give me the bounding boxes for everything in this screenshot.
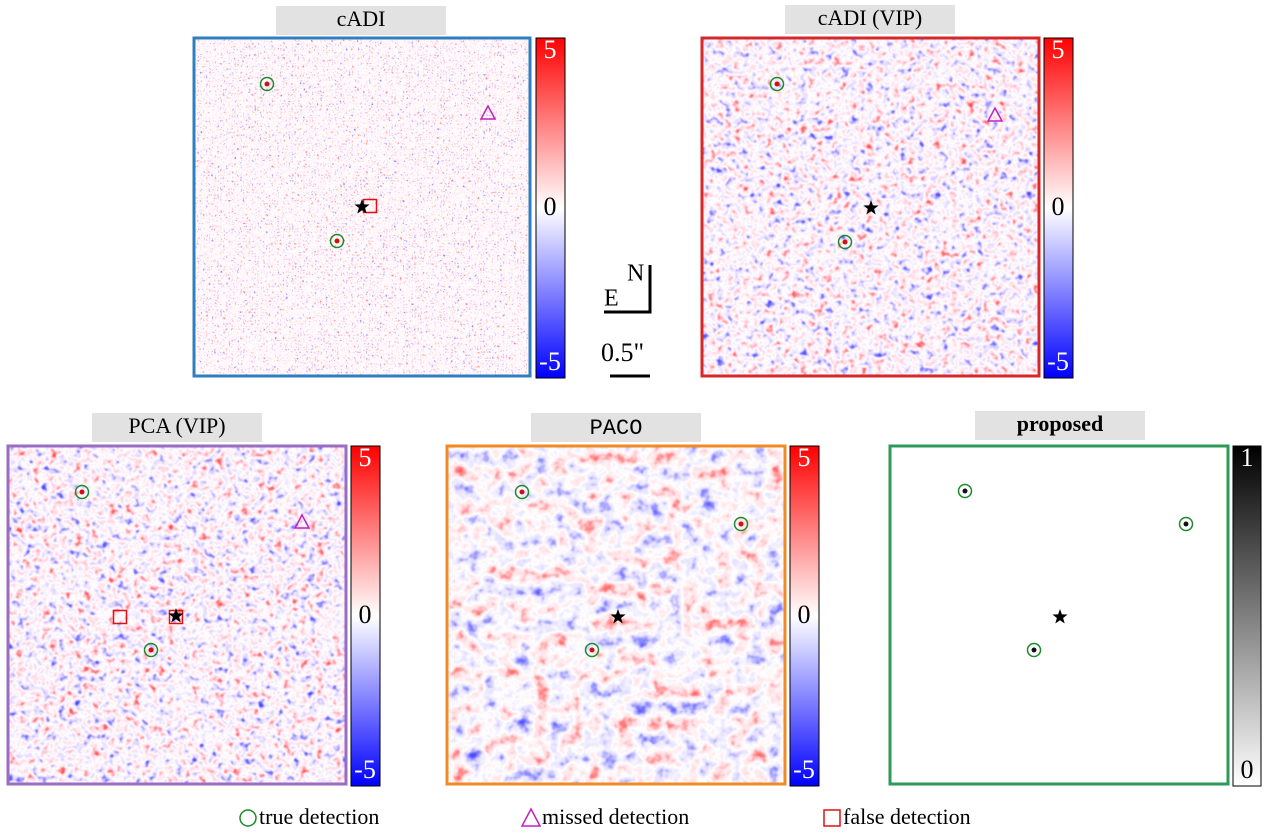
- frame: [6, 444, 348, 786]
- colorbar: [789, 445, 820, 787]
- east-label: E: [604, 286, 619, 312]
- panel: PCA (VIP) 5 0 -5: [6, 413, 381, 787]
- colorbar-label: 5: [359, 443, 372, 472]
- panel: PACO 5 0 -5: [445, 413, 820, 787]
- panel-title: proposed: [1017, 411, 1103, 436]
- colorbar-label: 1: [1241, 443, 1254, 472]
- title-box: [276, 6, 446, 35]
- frame: [192, 36, 532, 378]
- colorbar-label: 5: [544, 35, 557, 64]
- legend-label: missed detection: [542, 804, 689, 829]
- colorbar: [535, 37, 566, 379]
- colorbar-label: 0: [1241, 755, 1254, 784]
- panel: cADI 5 0 -5: [192, 6, 566, 379]
- panel: cADI (VIP) 5 0 -5: [700, 5, 1074, 379]
- legend-symbol: [239, 809, 257, 827]
- legend: true detection missed detection false de…: [239, 804, 971, 829]
- colorbar-label: 0: [359, 600, 372, 629]
- colorbar: [1043, 37, 1074, 379]
- title-box: [975, 411, 1145, 440]
- frame: [445, 444, 787, 786]
- colorbar: [1232, 445, 1262, 787]
- colorbar-label: 0: [544, 192, 557, 221]
- colorbar: [350, 445, 381, 787]
- compass: N E 0.5": [601, 261, 652, 378]
- colorbar-label: 0: [1052, 192, 1065, 221]
- north-label: N: [627, 261, 644, 287]
- panel-title: cADI (VIP): [818, 5, 922, 30]
- title-box: [785, 5, 955, 34]
- colorbar-label: -5: [539, 347, 561, 376]
- title-box: [92, 413, 262, 442]
- scale-label: 0.5": [601, 338, 644, 367]
- title-box: [531, 413, 701, 442]
- panel: proposed 1 0: [888, 411, 1262, 787]
- compass-arrows: [604, 265, 652, 314]
- legend-symbol: [823, 809, 841, 827]
- legend-label: false detection: [843, 804, 971, 829]
- colorbar-label: -5: [1047, 347, 1069, 376]
- panel-title: PCA (VIP): [128, 413, 225, 438]
- panel-title: PACO: [590, 416, 643, 441]
- colorbar-label: 5: [798, 443, 811, 472]
- colorbar-label: 0: [798, 600, 811, 629]
- colorbar-label: -5: [793, 755, 815, 784]
- frame: [700, 36, 1041, 378]
- legend-label: true detection: [259, 804, 379, 829]
- colorbar-label: -5: [354, 755, 376, 784]
- colorbar-label: 5: [1052, 35, 1065, 64]
- panel-title: cADI: [337, 6, 386, 31]
- legend-symbol: [520, 807, 542, 827]
